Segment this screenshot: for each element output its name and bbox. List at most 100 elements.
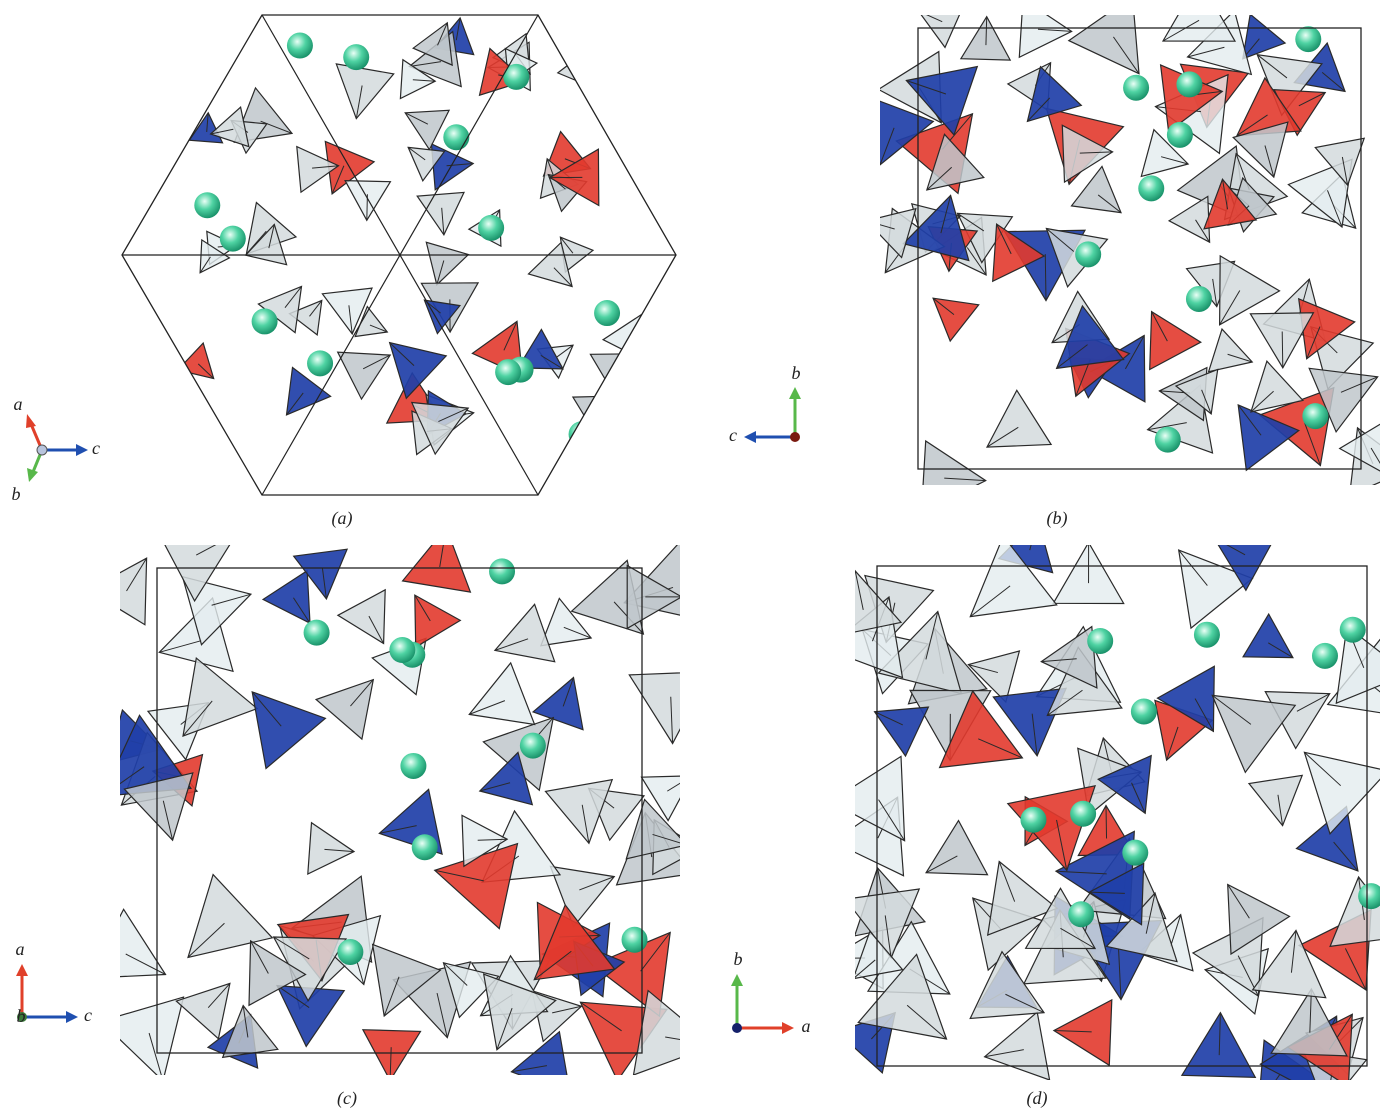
tetrahedron-edge [159,640,202,653]
tetrahedron-edge [187,922,225,958]
tetrahedron-edge [126,557,148,592]
tetrahedron-edge [1237,404,1262,436]
tetrahedron [209,106,250,148]
tetrahedron [539,597,593,647]
tetrahedron-edge [174,56,201,71]
cation-sphere [156,107,183,134]
tetrahedron [1314,137,1366,187]
panel-label: (d) [1027,1088,1048,1109]
arrow-head [27,468,38,482]
tetrahedron-edge [251,691,282,727]
tetrahedron [404,109,451,151]
unit-cell [917,27,1362,470]
tetrahedron-edge [1321,72,1346,92]
tetrahedron-edge [273,936,310,960]
tetrahedron [1237,403,1300,472]
tetrahedron [855,569,903,633]
tetrahedron-edge [667,782,680,792]
tetrahedron [632,989,680,1075]
tetrahedron-edge [1145,892,1156,934]
cation-sphere [1358,883,1380,910]
arrow-head [789,387,801,399]
tetrahedron-edge [590,402,601,424]
axis-label: b [17,1006,26,1026]
tetrahedron-edge [1218,1012,1221,1056]
tetrahedron [510,1030,568,1075]
cation-sphere [495,359,522,386]
tetrahedron-edge [242,1005,249,1038]
arrow-head [26,414,36,428]
tetrahedron [1070,165,1122,214]
cation-sphere [1070,800,1097,827]
tetrahedron-edge [250,940,269,974]
axis-label: a [14,394,23,414]
tetrahedron [1227,883,1291,956]
tetrahedron-edge [1041,658,1077,663]
tetrahedron-edge [1277,794,1284,826]
tetrahedron-edge [436,260,445,285]
tetrahedron-edge [441,207,445,235]
cation-sphere [621,926,648,953]
tetrahedron-edge [1330,1072,1333,1080]
tetrahedron-edge [587,68,608,94]
tetrahedron [1088,862,1145,926]
tetrahedron-edge [350,679,374,707]
tetrahedron-edge [1226,545,1246,556]
tetrahedron-edge [1212,694,1252,725]
tetrahedron-edge [580,1001,622,1032]
tetrahedron-edge [984,1049,1024,1058]
cation-sphere [307,350,334,377]
tetrahedron-edge [581,804,590,844]
structure-d [855,545,1380,1080]
tetrahedron [932,297,980,343]
structure-c [120,545,680,1075]
tetrahedron [905,65,979,137]
tetrahedron-edge [469,700,506,715]
cation-sphere [519,732,546,759]
tetrahedron [1180,1011,1257,1079]
tetrahedron-edge [268,224,275,249]
tetrahedron-edge [276,985,310,1008]
tetrahedron-edge [383,976,400,1017]
tetrahedron-edge [407,146,426,161]
cation-sphere [1154,426,1181,453]
tetrahedron-edge [1055,870,1107,875]
tetrahedron-edge [589,422,621,434]
tetrahedron-edge [199,256,211,274]
tetrahedron-edge [1118,948,1122,1000]
cation-sphere [251,308,278,335]
tetrahedron-edge [1201,389,1212,415]
tetrahedron [1242,612,1294,659]
tetrahedron-edge [439,545,444,568]
tetrahedron-edge [477,838,508,841]
tetrahedron-edge [286,392,304,416]
cation-sphere [489,558,516,585]
tetrahedron-edge [479,782,511,792]
tetrahedron [149,54,202,101]
tetrahedron-edge [932,297,955,316]
tetrahedron [251,690,327,770]
tetrahedron-edge [368,615,385,644]
tetrahedron [1303,751,1380,835]
tetrahedron-edge [511,1065,548,1073]
tetrahedron-edge [309,300,323,317]
tetrahedron-edge [379,825,417,834]
tetrahedron-edge [1089,891,1125,894]
tetrahedron [493,603,556,663]
tetrahedron [614,75,656,112]
tetrahedron [261,569,311,625]
tetrahedron [1270,987,1348,1057]
tetrahedron-edge [880,127,895,166]
arrow-head [744,431,756,443]
tetrahedron [925,133,985,191]
tetrahedron-edge [670,696,674,744]
cation-sphere [443,124,470,151]
tetrahedron [1052,998,1113,1067]
axis-origin [732,1023,742,1033]
tetrahedron-edge [284,286,302,308]
tetrahedron [401,545,472,593]
tetrahedron [120,996,185,1075]
cation-sphere [286,32,313,59]
tetrahedron-edge [165,396,197,406]
tetrahedron [321,287,373,336]
